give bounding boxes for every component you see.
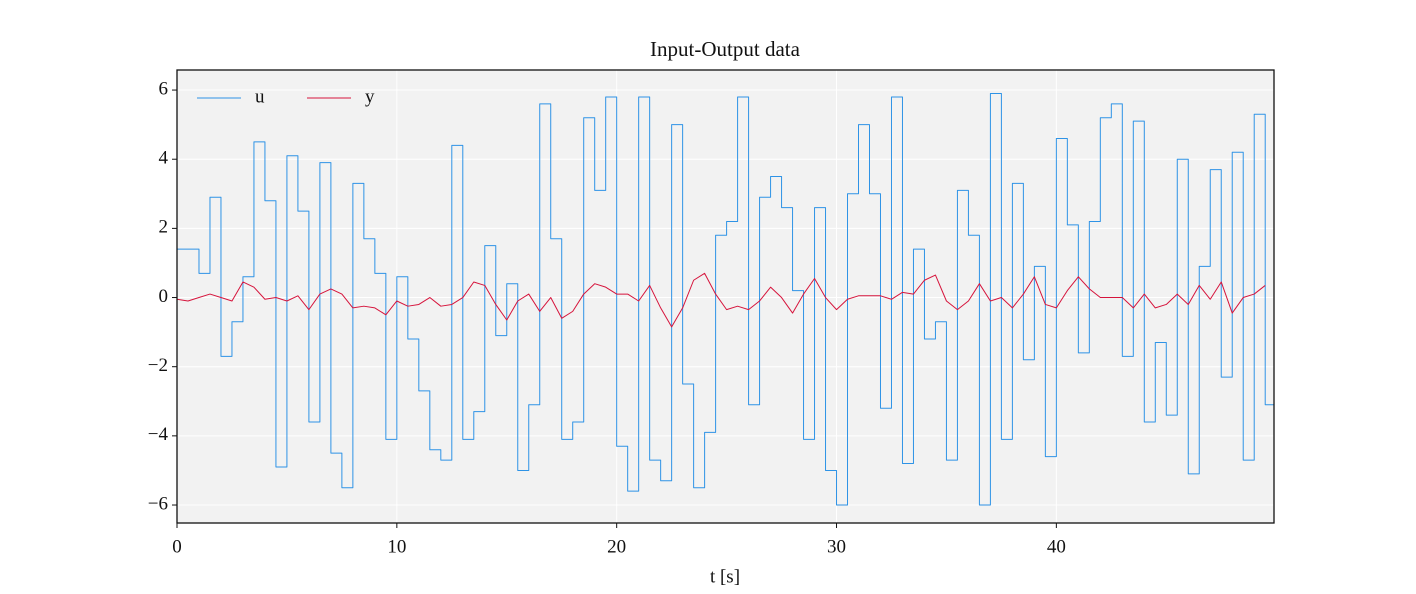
x-axis-label: t [s] bbox=[710, 566, 740, 587]
y-tick-label: 4 bbox=[159, 148, 169, 169]
x-tick-label: 40 bbox=[1047, 536, 1066, 557]
y-tick-label: −2 bbox=[148, 355, 168, 376]
x-tick-label: 0 bbox=[172, 536, 182, 557]
legend-label: u bbox=[255, 86, 265, 107]
y-tick-label: −4 bbox=[148, 424, 169, 445]
y-tick-label: 2 bbox=[159, 217, 169, 238]
legend-label: y bbox=[365, 86, 375, 107]
marks bbox=[176, 93, 1274, 506]
y-tick-label: 0 bbox=[159, 286, 169, 307]
ticks: 0 10 20 30 40 −6 −4 −2 0 2 4 6 bbox=[148, 78, 1066, 557]
plot-frame bbox=[176, 69, 1275, 524]
series-line bbox=[176, 272, 1266, 328]
plot-area bbox=[177, 70, 1274, 523]
y-tick-label: −6 bbox=[148, 493, 168, 514]
y-tick-label: 6 bbox=[159, 78, 169, 99]
x-tick-label: 10 bbox=[387, 536, 406, 557]
x-tick-label: 30 bbox=[827, 536, 846, 557]
series-line bbox=[177, 93, 1274, 506]
chart-title: Input-Output data bbox=[650, 37, 801, 61]
x-tick-label: 20 bbox=[607, 536, 626, 557]
